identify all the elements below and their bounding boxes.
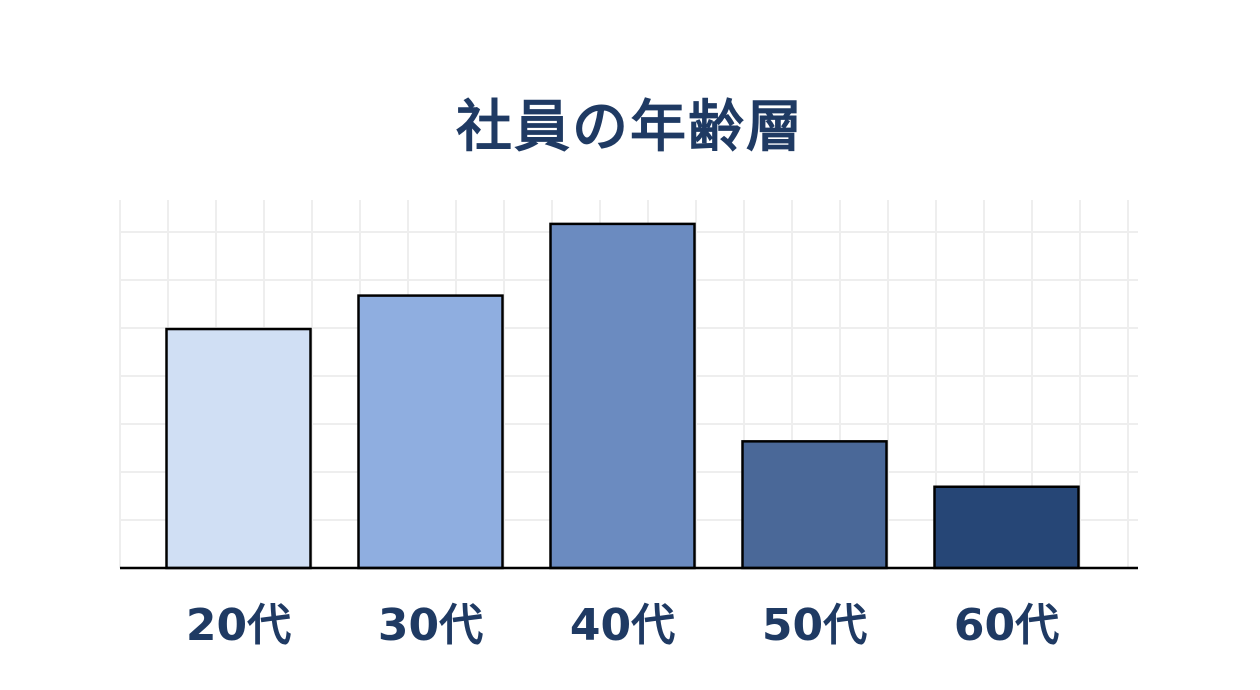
x-tick-label: 20代 <box>186 600 291 651</box>
bar-50s <box>741 440 888 570</box>
x-tick-labels: 20代 30代 40代 50代 60代 <box>186 600 1059 651</box>
x-tick-label: 30代 <box>378 600 483 651</box>
bar-30s <box>357 294 504 570</box>
bar-20s <box>165 327 312 570</box>
bars <box>165 222 1080 570</box>
x-tick-label: 50代 <box>762 600 867 651</box>
x-tick-label: 40代 <box>570 600 675 651</box>
bar-60s <box>933 485 1080 570</box>
chart-title: 社員の年齢層 <box>456 95 804 160</box>
bar-40s <box>549 222 696 570</box>
x-tick-label: 60代 <box>954 600 1059 651</box>
